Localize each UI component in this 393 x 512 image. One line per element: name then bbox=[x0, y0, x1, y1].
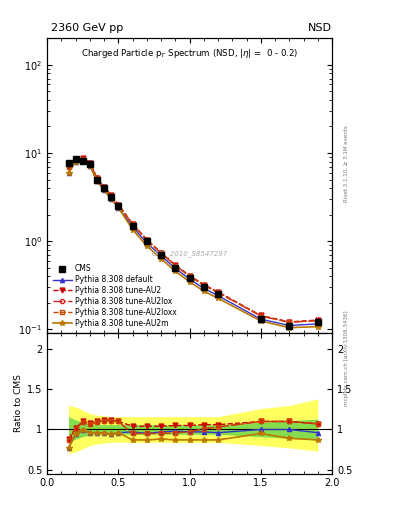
Text: CMS_2010_S8547297: CMS_2010_S8547297 bbox=[151, 250, 228, 257]
Y-axis label: Ratio to CMS: Ratio to CMS bbox=[14, 374, 23, 432]
Text: NSD: NSD bbox=[308, 23, 332, 33]
Legend: CMS, Pythia 8.308 default, Pythia 8.308 tune-AU2, Pythia 8.308 tune-AU2lox, Pyth: CMS, Pythia 8.308 default, Pythia 8.308 … bbox=[50, 261, 180, 331]
Text: mcplots.cern.ch [arXiv:1306.3436]: mcplots.cern.ch [arXiv:1306.3436] bbox=[344, 311, 349, 406]
Text: Rivet 3.1.10, ≥ 3.1M events: Rivet 3.1.10, ≥ 3.1M events bbox=[344, 125, 349, 202]
Text: 2360 GeV pp: 2360 GeV pp bbox=[51, 23, 123, 33]
Text: Charged Particle p$_T$ Spectrum (NSD, |$\eta$| =  0 - 0.2): Charged Particle p$_T$ Spectrum (NSD, |$… bbox=[81, 47, 298, 60]
